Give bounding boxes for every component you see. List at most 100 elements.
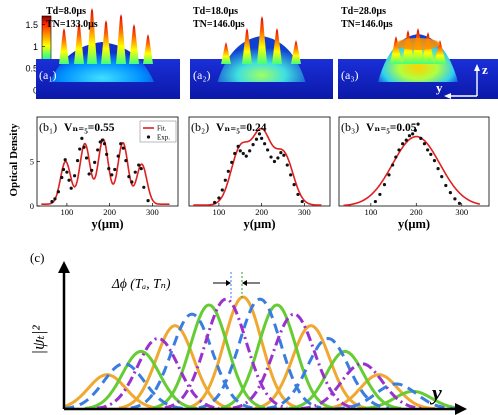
- density-plateau: [396, 38, 440, 50]
- density-profile-plot: 100 200 300 (b₃) Vₙ₌₅=0.05 y(μm): [338, 116, 490, 231]
- exp-point: [98, 140, 102, 144]
- x-tick-label: 100: [61, 207, 74, 217]
- exp-point: [300, 199, 304, 204]
- exp-point: [213, 200, 217, 205]
- exp-point: [436, 167, 440, 171]
- exp-point: [373, 199, 377, 204]
- x-tick-label: 100: [213, 207, 226, 217]
- x-tick-label: 200: [410, 207, 423, 217]
- exp-point: [391, 163, 395, 167]
- visibility-annotation: Vₙ₌₅=0.55: [64, 122, 115, 134]
- wavefunction-curve: [186, 295, 300, 410]
- x-tick-label: 300: [455, 207, 468, 217]
- wavefunction-curve: [64, 362, 186, 410]
- density-peak: [101, 20, 111, 64]
- x-tick-label: 300: [298, 207, 311, 217]
- exp-point: [260, 136, 264, 140]
- exp-point: [146, 199, 150, 203]
- x-axis-label: y(μm): [398, 217, 430, 231]
- wavefunction-curve: [334, 382, 458, 411]
- exp-point: [223, 178, 227, 182]
- exp-point: [116, 154, 120, 158]
- exp-point: [413, 128, 417, 132]
- exp-point: [401, 142, 405, 146]
- density-peak: [87, 8, 97, 64]
- exp-point: [241, 151, 245, 156]
- exp-point: [251, 142, 255, 147]
- image-panel-tag: (a₁): [39, 68, 57, 82]
- exp-point: [238, 149, 242, 153]
- exp-point: [272, 159, 277, 164]
- exp-point: [220, 188, 224, 192]
- axes-3d-indicator: z y: [436, 62, 488, 99]
- colorbar-tick-label: 1.5: [25, 20, 38, 30]
- exp-point: [429, 152, 433, 156]
- exp-point: [124, 159, 128, 163]
- density-profile-plot: 100 200 300 0 5 (b₁) Vₙ₌₅=0.55 y(μm) Fit.Exp.: [30, 116, 179, 231]
- exp-point: [102, 142, 107, 146]
- legend-fit-label: Fit.: [157, 125, 167, 133]
- exp-point: [73, 174, 77, 178]
- exp-point: [296, 192, 300, 197]
- x-tick-label: 300: [146, 207, 159, 217]
- visibility-annotation: Vₙ₌₅=0.24: [216, 122, 267, 134]
- exp-point: [263, 142, 267, 146]
- exp-point: [53, 197, 57, 201]
- phase-arrowhead-left: [226, 280, 231, 286]
- exp-point: [282, 153, 286, 157]
- panel-tag: (b₂): [191, 120, 209, 134]
- density-peak: [221, 42, 231, 64]
- exp-point: [63, 158, 67, 162]
- exp-point: [90, 168, 94, 172]
- wavefunction-curve: [300, 362, 424, 410]
- panel-b-plots: 100 200 300 0 5 (b₁) Vₙ₌₅=0.55 y(μm) Fit.Exp. 100…: [30, 116, 490, 231]
- exp-point: [292, 183, 296, 187]
- wavefunction-curve: [198, 297, 322, 410]
- y-tick-label: 0: [30, 201, 34, 211]
- exp-point: [266, 148, 270, 152]
- colorbar-tick-label: 0: [33, 86, 38, 96]
- exp-point: [142, 185, 146, 189]
- exp-point: [233, 151, 237, 156]
- plot-frame: [188, 116, 331, 207]
- exp-point: [448, 191, 452, 195]
- exp-point: [416, 122, 420, 126]
- density-peak: [143, 34, 153, 64]
- wavefunction-curve: [232, 312, 356, 410]
- optical-density-ylabel: Optical Density: [8, 123, 20, 197]
- density-peak: [434, 40, 446, 64]
- panel-tag: (c): [30, 250, 44, 265]
- exp-point: [226, 169, 230, 173]
- panel-tag: (b₁): [39, 120, 57, 134]
- exp-point: [289, 173, 293, 177]
- density-profile-plot: 100 200 300 (b₂) Vₙ₌₅=0.24 y(μm): [188, 116, 331, 231]
- z-axis-label: z: [482, 62, 488, 77]
- legend-exp-label: Exp.: [157, 134, 170, 142]
- exp-point: [100, 138, 104, 142]
- image-panel-tag: (a₃): [341, 68, 359, 82]
- density-peak: [59, 28, 69, 64]
- image-3d-panel: Td=28.0μs TN=146.0μs (a₃): [338, 6, 498, 99]
- exp-point: [61, 167, 66, 172]
- image-3d-panel: Td=8.0μs TN=133.0μs (a₁): [36, 6, 180, 99]
- exp-point: [56, 190, 60, 194]
- x-axis-label: y: [429, 380, 442, 405]
- exp-point: [67, 178, 71, 182]
- y-tick-label: 5: [30, 157, 34, 167]
- exp-point: [93, 160, 97, 164]
- exp-point: [404, 138, 408, 142]
- exp-point: [411, 132, 415, 136]
- exp-point: [105, 152, 109, 156]
- exp-point: [248, 149, 252, 153]
- exp-point: [444, 183, 448, 188]
- exp-point: [254, 137, 259, 141]
- density-peak: [272, 28, 282, 64]
- exp-point: [382, 183, 387, 187]
- density-peak: [74, 22, 84, 64]
- panel-c-wavefunctions: (c) y |ψₜ|² Δϕ (Tₐ, Tₙ): [29, 250, 467, 415]
- exp-point: [426, 148, 430, 152]
- exp-point: [217, 196, 221, 200]
- exp-point: [419, 136, 423, 140]
- exp-point: [121, 146, 125, 150]
- exp-point: [130, 180, 134, 184]
